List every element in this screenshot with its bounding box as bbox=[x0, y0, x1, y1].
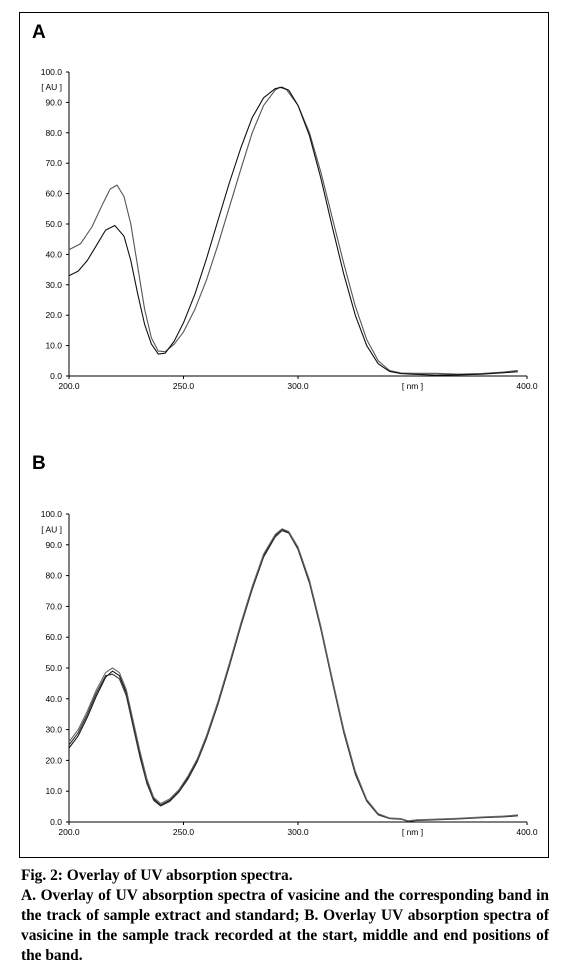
panel-a-y-axis-label: [ AU ] bbox=[41, 82, 62, 92]
panel-a-x-tick-label: 300.0 bbox=[287, 381, 309, 391]
panel-b-label: B bbox=[32, 453, 46, 474]
panel-b-x-tick-label: 300.0 bbox=[287, 827, 309, 837]
panel-b-x-tick-label: 400.0 bbox=[516, 827, 538, 837]
panel-b-y-tick-label: 0.0 bbox=[50, 817, 62, 827]
panel-b-x-tick-label: 200.0 bbox=[58, 827, 80, 837]
panel-a-x-axis-label: [ nm ] bbox=[402, 381, 423, 391]
panel-b-y-tick-label: 20.0 bbox=[45, 755, 62, 765]
panel-a-label: A bbox=[32, 22, 46, 43]
caption-description: A. Overlay of UV absorption spectra of v… bbox=[21, 887, 549, 964]
panel-b-spectrum-line-2 bbox=[68, 530, 518, 822]
panel-b-x-tick-label: 250.0 bbox=[173, 827, 195, 837]
panel-a-spectrum-line-2 bbox=[68, 86, 518, 376]
panel-a-y-tick-label: 20.0 bbox=[45, 310, 62, 320]
panel-a-spectrum-line-1 bbox=[68, 86, 518, 375]
caption-title: Fig. 2: Overlay of UV absorption spectra… bbox=[21, 867, 293, 884]
panel-a-y-tick-label: 0.0 bbox=[50, 371, 62, 381]
panel-b-y-tick-label: 10.0 bbox=[45, 786, 62, 796]
panel-a-y-tick-label: 10.0 bbox=[45, 341, 62, 351]
panel-b-y-tick-label: 40.0 bbox=[45, 694, 62, 704]
chart-panel-b: 0.0 10.0 20.0 30.0 40.0 50.0 60.0 70.0 80.0 90.0 1… bbox=[41, 509, 538, 837]
panel-b-y-tick-label: 80.0 bbox=[45, 571, 62, 581]
figure-frame bbox=[19, 12, 549, 858]
panel-a-x-tick-label: 200.0 bbox=[58, 381, 80, 391]
panel-b-y-tick-label: 30.0 bbox=[45, 725, 62, 735]
panel-a-y-tick-label: 90.0 bbox=[45, 97, 62, 107]
chart-panel-a: 0.0 10.0 20.0 30.0 40.0 50.0 60.0 70.0 80.0 90.0 1… bbox=[41, 67, 538, 391]
panel-b-y-tick-label: 70.0 bbox=[45, 601, 62, 611]
panel-b-y-axis-label: [ AU ] bbox=[41, 524, 62, 534]
panel-a-y-tick-label: 60.0 bbox=[45, 189, 62, 199]
panel-a-y-tick-label: 50.0 bbox=[45, 219, 62, 229]
panel-a-x-tick-label: 400.0 bbox=[516, 381, 538, 391]
panel-a-y-tick-label: 40.0 bbox=[45, 249, 62, 259]
panel-b-y-tick-label: 50.0 bbox=[45, 663, 62, 673]
panel-b-y-tick-label: 100.0 bbox=[41, 509, 63, 519]
panel-a-x-tick-label: 250.0 bbox=[173, 381, 195, 391]
panel-b-spectrum-line-1 bbox=[68, 528, 518, 822]
panel-a-y-tick-label: 80.0 bbox=[45, 128, 62, 138]
panel-b-y-tick-label: 90.0 bbox=[45, 540, 62, 550]
panel-b-y-tick-label: 60.0 bbox=[45, 632, 62, 642]
panel-a-y-tick-label: 100.0 bbox=[41, 67, 63, 77]
panel-a-y-tick-label: 30.0 bbox=[45, 280, 62, 290]
figure-caption: Fig. 2: Overlay of UV absorption spectra… bbox=[21, 866, 549, 966]
panel-b-x-axis-label: [ nm ] bbox=[402, 827, 423, 837]
panel-a-y-tick-label: 70.0 bbox=[45, 158, 62, 168]
panel-b-spectrum-line-3 bbox=[68, 528, 518, 822]
